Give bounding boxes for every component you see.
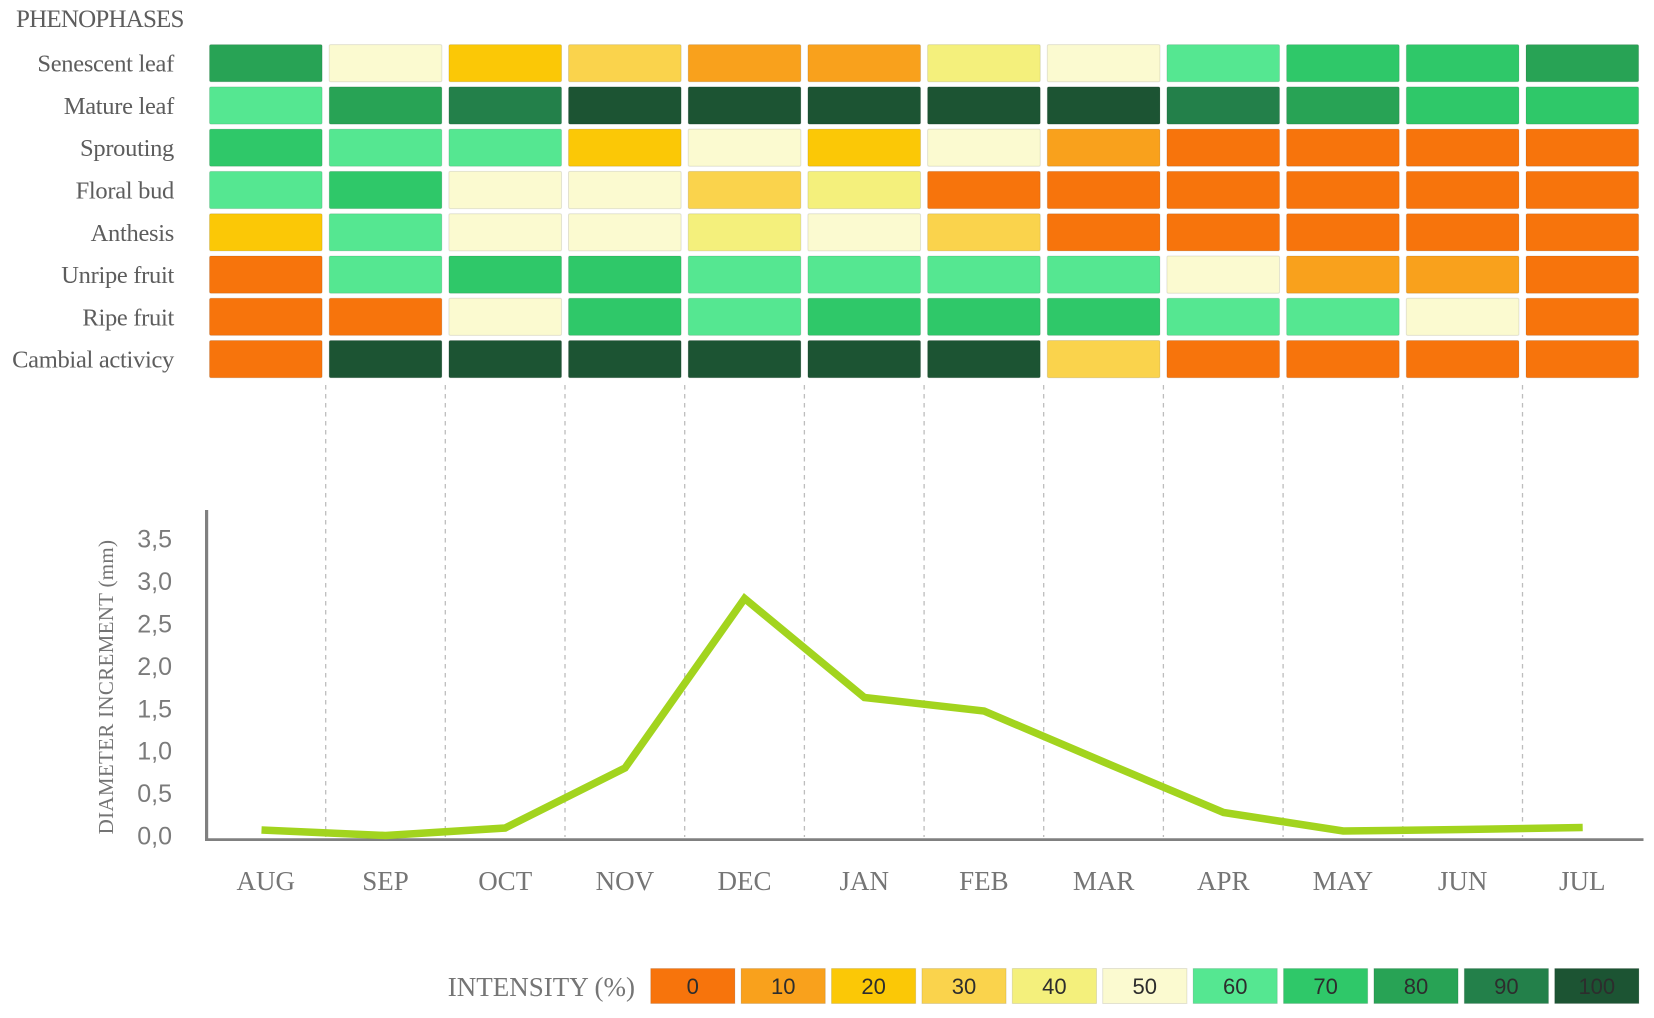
svg-text:30: 30 [952, 974, 976, 999]
svg-text:Mature leaf: Mature leaf [64, 93, 175, 120]
svg-text:100: 100 [1578, 974, 1615, 999]
svg-text:20: 20 [861, 974, 885, 999]
svg-text:Unripe fruit: Unripe fruit [61, 262, 174, 289]
svg-text:SEP: SEP [362, 866, 409, 896]
svg-text:JUN: JUN [1438, 866, 1488, 896]
svg-text:1,5: 1,5 [137, 695, 172, 723]
svg-text:3,5: 3,5 [137, 526, 172, 554]
svg-text:40: 40 [1042, 974, 1066, 999]
svg-text:Ripe fruit: Ripe fruit [82, 304, 174, 331]
svg-text:50: 50 [1133, 974, 1157, 999]
svg-text:2,5: 2,5 [137, 611, 172, 639]
svg-text:2,0: 2,0 [137, 653, 172, 681]
svg-text:Sprouting: Sprouting [80, 135, 174, 162]
svg-text:PHENOPHASES: PHENOPHASES [16, 6, 184, 33]
svg-text:FEB: FEB [959, 866, 1009, 896]
svg-text:OCT: OCT [478, 866, 533, 896]
svg-text:0,5: 0,5 [137, 780, 172, 808]
svg-text:Cambial activicy: Cambial activicy [12, 347, 175, 374]
svg-text:DEC: DEC [718, 866, 772, 896]
svg-text:Senescent leaf: Senescent leaf [37, 51, 175, 78]
svg-text:60: 60 [1223, 974, 1247, 999]
svg-text:JUL: JUL [1559, 866, 1606, 896]
svg-text:10: 10 [771, 974, 795, 999]
svg-text:INTENSITY (%): INTENSITY (%) [448, 972, 635, 1002]
svg-text:AUG: AUG [237, 866, 296, 896]
svg-text:0,0: 0,0 [137, 823, 172, 851]
svg-text:Anthesis: Anthesis [91, 220, 174, 247]
svg-text:NOV: NOV [596, 866, 655, 896]
svg-text:70: 70 [1313, 974, 1337, 999]
svg-text:JAN: JAN [839, 866, 889, 896]
svg-text:1,0: 1,0 [137, 738, 172, 766]
svg-text:3,0: 3,0 [137, 568, 172, 596]
svg-text:APR: APR [1197, 866, 1250, 896]
svg-text:MAR: MAR [1073, 866, 1135, 896]
svg-text:0: 0 [687, 974, 699, 999]
svg-text:MAY: MAY [1313, 866, 1374, 896]
svg-text:DIAMETER INCREMENT (mm): DIAMETER INCREMENT (mm) [94, 540, 118, 835]
svg-text:80: 80 [1404, 974, 1428, 999]
svg-text:Floral bud: Floral bud [76, 178, 174, 205]
svg-text:90: 90 [1494, 974, 1518, 999]
